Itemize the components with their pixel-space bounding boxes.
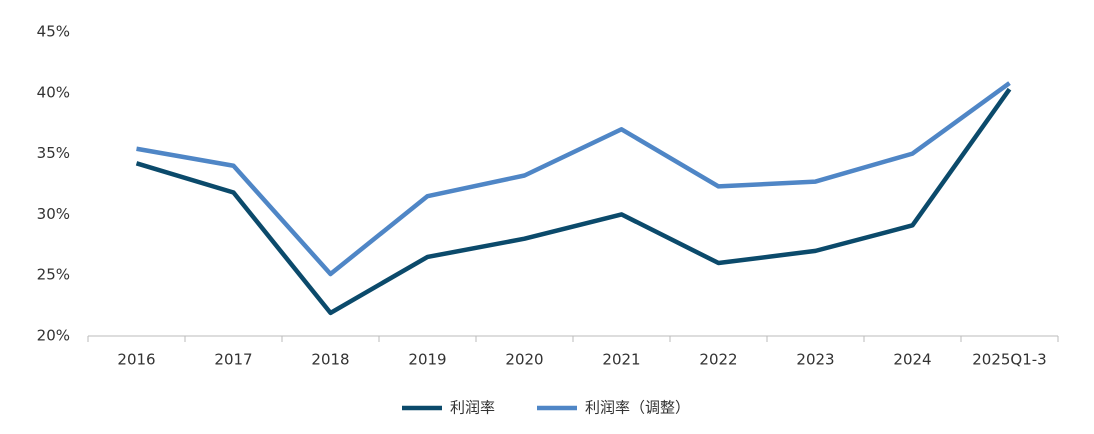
x-tick-label: 2017 (214, 351, 252, 369)
x-tick-label: 2019 (408, 351, 446, 369)
y-tick-label: 45% (37, 23, 70, 41)
y-tick-label: 25% (37, 266, 70, 284)
x-tick-label: 2018 (311, 351, 349, 369)
series-line (135, 87, 1012, 316)
x-tick-label: 2021 (602, 351, 640, 369)
x-tick-label: 2016 (117, 351, 155, 369)
y-tick-label: 20% (37, 327, 70, 345)
x-tick-label: 2025Q1-3 (972, 351, 1046, 369)
y-tick-label: 40% (37, 83, 70, 101)
y-tick-label: 30% (37, 205, 70, 223)
legend-label: 利润率（调整） (585, 399, 690, 417)
y-tick-label: 35% (37, 144, 70, 162)
series-line (136, 81, 1011, 277)
legend-label: 利润率 (450, 399, 495, 417)
x-tick-label: 2024 (893, 351, 931, 369)
x-tick-label: 2023 (796, 351, 834, 369)
x-tick-label: 2020 (505, 351, 543, 369)
x-tick-label: 2022 (699, 351, 737, 369)
